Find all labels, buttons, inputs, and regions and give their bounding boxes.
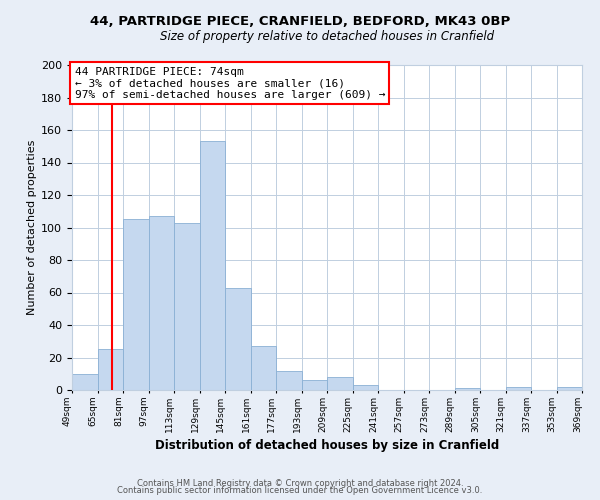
Bar — [327, 377, 353, 390]
Bar — [72, 374, 97, 390]
Bar — [174, 222, 199, 390]
Bar — [97, 350, 123, 390]
Bar — [557, 387, 582, 390]
Title: Size of property relative to detached houses in Cranfield: Size of property relative to detached ho… — [160, 30, 494, 43]
Text: Contains HM Land Registry data © Crown copyright and database right 2024.: Contains HM Land Registry data © Crown c… — [137, 478, 463, 488]
Y-axis label: Number of detached properties: Number of detached properties — [27, 140, 37, 315]
Text: 44 PARTRIDGE PIECE: 74sqm
← 3% of detached houses are smaller (16)
97% of semi-d: 44 PARTRIDGE PIECE: 74sqm ← 3% of detach… — [74, 66, 385, 100]
Text: Contains public sector information licensed under the Open Government Licence v3: Contains public sector information licen… — [118, 486, 482, 495]
Bar — [251, 346, 276, 390]
Bar — [353, 385, 378, 390]
Bar — [149, 216, 174, 390]
Bar — [123, 220, 149, 390]
Bar — [302, 380, 327, 390]
Bar — [505, 387, 531, 390]
Bar — [225, 288, 251, 390]
Bar — [276, 370, 302, 390]
Bar — [199, 142, 225, 390]
X-axis label: Distribution of detached houses by size in Cranfield: Distribution of detached houses by size … — [155, 439, 499, 452]
Bar — [455, 388, 480, 390]
Text: 44, PARTRIDGE PIECE, CRANFIELD, BEDFORD, MK43 0BP: 44, PARTRIDGE PIECE, CRANFIELD, BEDFORD,… — [90, 15, 510, 28]
